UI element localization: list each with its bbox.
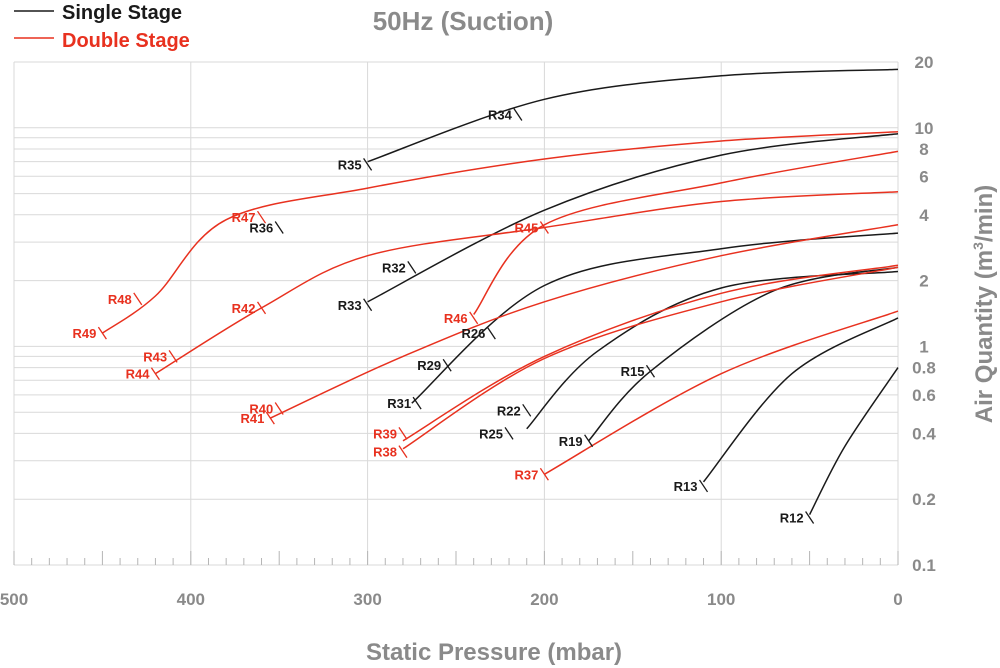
legend: Single Stage Double Stage (14, 2, 190, 52)
y-tick-label: 0.8 (912, 359, 936, 378)
curve-label: R49 (73, 326, 97, 341)
curve-label: R25 (479, 426, 503, 441)
curve-label: R19 (559, 434, 583, 449)
curve-labels: R34 R35 R36 R32 R33 R26 R29 R31 R22 R25 R15 R19 R13 R… (73, 108, 815, 525)
curve-label: R41 (241, 411, 265, 426)
curve-tick-mark (442, 358, 452, 372)
curve-tick-mark (469, 311, 479, 325)
curve-label: R13 (674, 479, 698, 494)
y-axis-label-main: Air Quantity (m (971, 250, 998, 423)
curve-tick-mark (256, 210, 267, 224)
y-tick-label: 4 (919, 206, 929, 225)
y-axis-label-tail: /min) (971, 185, 998, 242)
curve-label: R44 (126, 367, 151, 382)
y-tick-label: 20 (915, 53, 934, 72)
curve-tick-mark (97, 326, 107, 340)
curve-label: R31 (387, 396, 411, 411)
x-tick-label: 400 (177, 590, 205, 609)
curve-label: R45 (515, 220, 539, 235)
series-line-single (367, 68, 899, 163)
curve-label: R36 (249, 220, 273, 235)
curve-tick-mark (168, 350, 178, 363)
curve-label: R39 (373, 426, 397, 441)
chart-title: 50Hz (Suction) (373, 6, 554, 36)
curve-tick-mark (698, 479, 709, 493)
y-tick-label: 2 (919, 272, 928, 291)
y-tick-label: 1 (919, 337, 928, 356)
series-line-double (544, 310, 899, 475)
y-tick-labels: 20 10 8 6 4 2 1 0.8 0.6 0.4 0.2 0.1 (912, 53, 936, 575)
y-tick-label: 0.2 (912, 490, 936, 509)
curve-tick-mark (486, 326, 496, 340)
curve-tick-mark (398, 445, 408, 459)
x-tick-label: 500 (0, 590, 28, 609)
curve-label: R43 (143, 349, 167, 364)
curve-tick-mark (274, 402, 284, 415)
series-line-double (473, 150, 899, 315)
x-axis-label: Static Pressure (mbar) (366, 639, 622, 666)
y-tick-label: 10 (915, 119, 934, 138)
curve-label: R26 (462, 326, 486, 341)
curve-tick-mark (513, 108, 523, 121)
curve-tick-mark (274, 221, 284, 234)
x-tick-label: 100 (707, 590, 735, 609)
curves (101, 68, 899, 515)
series-line-single (367, 132, 899, 303)
y-axis-label-sup: 3 (970, 242, 986, 250)
y-tick-label: 0.4 (912, 424, 936, 443)
curve-tick-mark (407, 260, 417, 274)
curve-tick-mark (805, 511, 815, 524)
series-line-double (155, 190, 899, 375)
series-line-single (588, 266, 899, 442)
curve-label: R35 (338, 157, 362, 172)
curve-label: R37 (515, 467, 539, 482)
curve-label: R33 (338, 298, 362, 313)
series-line-single (808, 367, 899, 515)
curve-tick-mark (133, 292, 143, 306)
curve-label: R38 (373, 445, 397, 460)
curve-label: R48 (108, 292, 132, 307)
curve-label: R12 (780, 510, 804, 525)
curve-label: R29 (417, 358, 441, 373)
series-line-double (270, 224, 899, 419)
curve-tick-mark (398, 427, 408, 440)
curve-label: R47 (232, 210, 256, 225)
legend-double-label: Double Stage (62, 30, 190, 52)
curve-tick-mark (522, 403, 532, 417)
curve-tick-mark (412, 396, 422, 410)
y-tick-label: 0.6 (912, 386, 936, 405)
curve-tick-mark (150, 367, 160, 381)
curve-tick-mark (645, 364, 656, 378)
curve-tick-mark (265, 411, 275, 425)
series-line-double (101, 130, 899, 334)
legend-single-label: Single Stage (62, 2, 182, 24)
curve-label: R15 (621, 364, 645, 379)
x-tick-label: 300 (353, 590, 381, 609)
x-tick-label: 0 (893, 590, 902, 609)
curve-tick-mark (363, 298, 373, 312)
curve-tick-mark (539, 467, 549, 481)
curve-tick-mark (539, 221, 549, 234)
y-tick-label: 8 (919, 140, 928, 159)
curve-tick-mark (504, 427, 514, 440)
y-tick-label: 6 (919, 167, 928, 186)
y-axis-label: Air Quantity (m3/min) (970, 185, 998, 423)
series-line-double (402, 264, 899, 442)
curve-tick-mark (584, 434, 594, 448)
series-line-single (411, 232, 899, 404)
x-tick-labels: 500 400 300 200 100 0 (0, 590, 903, 609)
series-line-single (702, 317, 899, 483)
minor-ticks (13, 551, 899, 565)
x-tick-label: 200 (530, 590, 558, 609)
curve-label: R46 (444, 311, 468, 326)
curve-label: R42 (232, 301, 256, 316)
curve-label: R22 (497, 403, 521, 418)
curve-label: R34 (488, 108, 513, 123)
y-tick-label: 0.1 (912, 556, 936, 575)
series-line-double (402, 266, 899, 450)
curve-tick-mark (363, 158, 373, 171)
curve-label: R32 (382, 260, 406, 275)
curve-tick-mark (256, 301, 267, 315)
